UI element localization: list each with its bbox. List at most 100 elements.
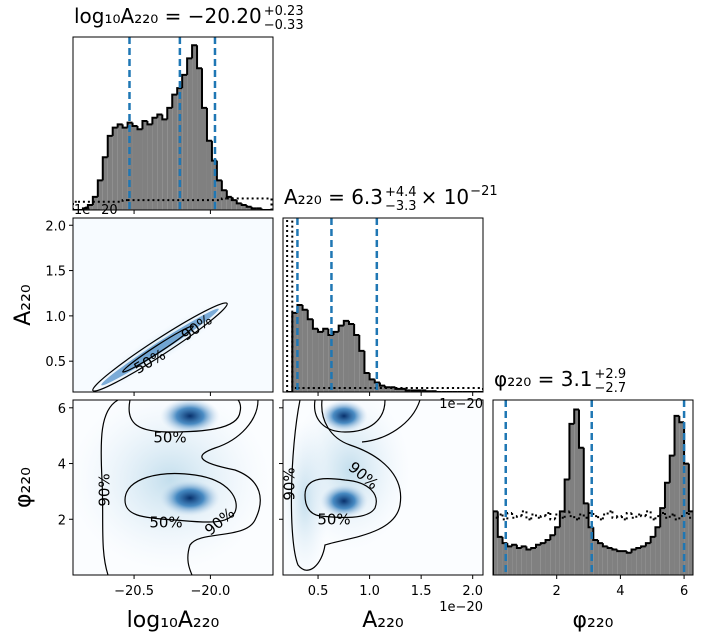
x-tick-label: −20.5: [114, 584, 154, 599]
prior-outline: [620, 516, 627, 521]
prior-outline: [678, 515, 685, 520]
prior-outline: [625, 511, 632, 520]
y-tick-label: 2.0: [45, 219, 66, 234]
density-panel: [283, 400, 483, 575]
hist-bar: [379, 385, 386, 392]
hist-bar: [650, 536, 656, 575]
prior-outline: [544, 511, 551, 517]
x-tick-label: 2: [553, 584, 561, 599]
hist-outline: [176, 87, 183, 95]
hist-outline: [373, 379, 380, 384]
panel-title: A₂₂₀ = 6.3: [284, 185, 383, 209]
y-offset-text: 1e−20: [74, 203, 118, 218]
hist-bar: [226, 196, 232, 210]
prior-outline: [635, 513, 642, 518]
prior-outline: [506, 511, 513, 520]
hist-bar: [535, 544, 541, 575]
prior-outline: [534, 514, 541, 519]
hist-outline: [235, 200, 242, 205]
hist-outline: [601, 543, 608, 548]
prior-outline: [640, 514, 646, 518]
prior-outline: [266, 197, 273, 210]
hist-outline: [368, 373, 375, 381]
title-sub: −3.3: [385, 199, 417, 214]
hist-outline: [554, 526, 560, 536]
density-panel: [73, 218, 273, 392]
hist-outline: [196, 45, 203, 70]
prior-outline: [592, 512, 599, 518]
hist-bar: [302, 309, 308, 392]
prior-outline: [659, 511, 665, 517]
prior-outline: [520, 510, 527, 517]
hist-bar: [531, 547, 536, 575]
hist-outline: [384, 385, 391, 389]
hist-bar: [516, 547, 522, 575]
prior-outline: [563, 510, 570, 518]
hist-bar: [142, 121, 148, 210]
hist-outline: [673, 414, 680, 456]
hist-bar: [550, 535, 556, 575]
title-suffix: × 10: [421, 185, 470, 209]
hist-outline: [525, 546, 532, 551]
hist-outline: [668, 454, 675, 483]
hist-outline: [577, 409, 584, 449]
hist-bar: [540, 543, 546, 575]
hist-outline: [534, 543, 541, 548]
prior-outline: [549, 512, 556, 521]
hist-outline: [201, 68, 207, 109]
prior-outline: [558, 514, 565, 519]
panel-frame: [72, 36, 274, 211]
prior-outline: [554, 513, 560, 520]
hist-bar: [545, 540, 551, 575]
y-axis-label: A₂₂₀: [11, 284, 36, 326]
hist-bar: [369, 379, 375, 392]
hist-bar: [684, 463, 689, 575]
hist-outline: [687, 463, 693, 575]
hist-bar: [97, 180, 103, 210]
hist-outline: [151, 116, 158, 125]
hist-bar: [559, 511, 565, 575]
hist-outline: [592, 527, 599, 541]
hist-outline: [131, 122, 138, 127]
hist-bar: [598, 543, 603, 575]
prior-outline: [616, 515, 622, 518]
hist-bar: [147, 124, 153, 210]
hist-bar: [231, 200, 237, 210]
hist-bar: [122, 127, 128, 210]
hist-outline: [91, 195, 98, 206]
title-sub: −2.7: [595, 381, 627, 396]
hist-outline: [363, 350, 370, 375]
prior-outline: [611, 511, 618, 519]
hist-bar: [312, 328, 319, 392]
hist-bar: [92, 196, 98, 210]
prior-outline: [286, 218, 289, 392]
hist-outline: [306, 309, 313, 321]
panel-frame: [492, 399, 694, 576]
hist-bar: [493, 511, 498, 575]
x-tick-label: 4: [616, 584, 624, 599]
hist-bar: [583, 503, 589, 575]
prior-outline: [654, 515, 661, 520]
contour-label: 50%: [317, 511, 350, 529]
hist-outline: [317, 328, 324, 333]
hist-bar: [593, 540, 599, 575]
hist-outline: [616, 549, 622, 553]
x-offset-text: 1e−20: [439, 397, 483, 412]
hist-bar: [333, 331, 339, 392]
hist-outline: [378, 382, 386, 387]
hist-outline: [156, 113, 163, 118]
hist-bar: [385, 387, 391, 392]
hist-outline: [240, 203, 247, 207]
hist-outline: [96, 179, 103, 197]
prior-outline: [577, 513, 584, 520]
hist-outline: [215, 160, 222, 182]
hist-outline: [425, 390, 432, 392]
hist-bar: [167, 107, 173, 210]
hist-bar: [674, 415, 680, 575]
hist-outline: [563, 478, 570, 512]
hist-bar: [612, 549, 618, 575]
hist-bar: [660, 508, 665, 575]
prior-outline: [601, 513, 608, 520]
hist-outline: [161, 114, 168, 121]
contour-label: 90%: [281, 467, 299, 500]
